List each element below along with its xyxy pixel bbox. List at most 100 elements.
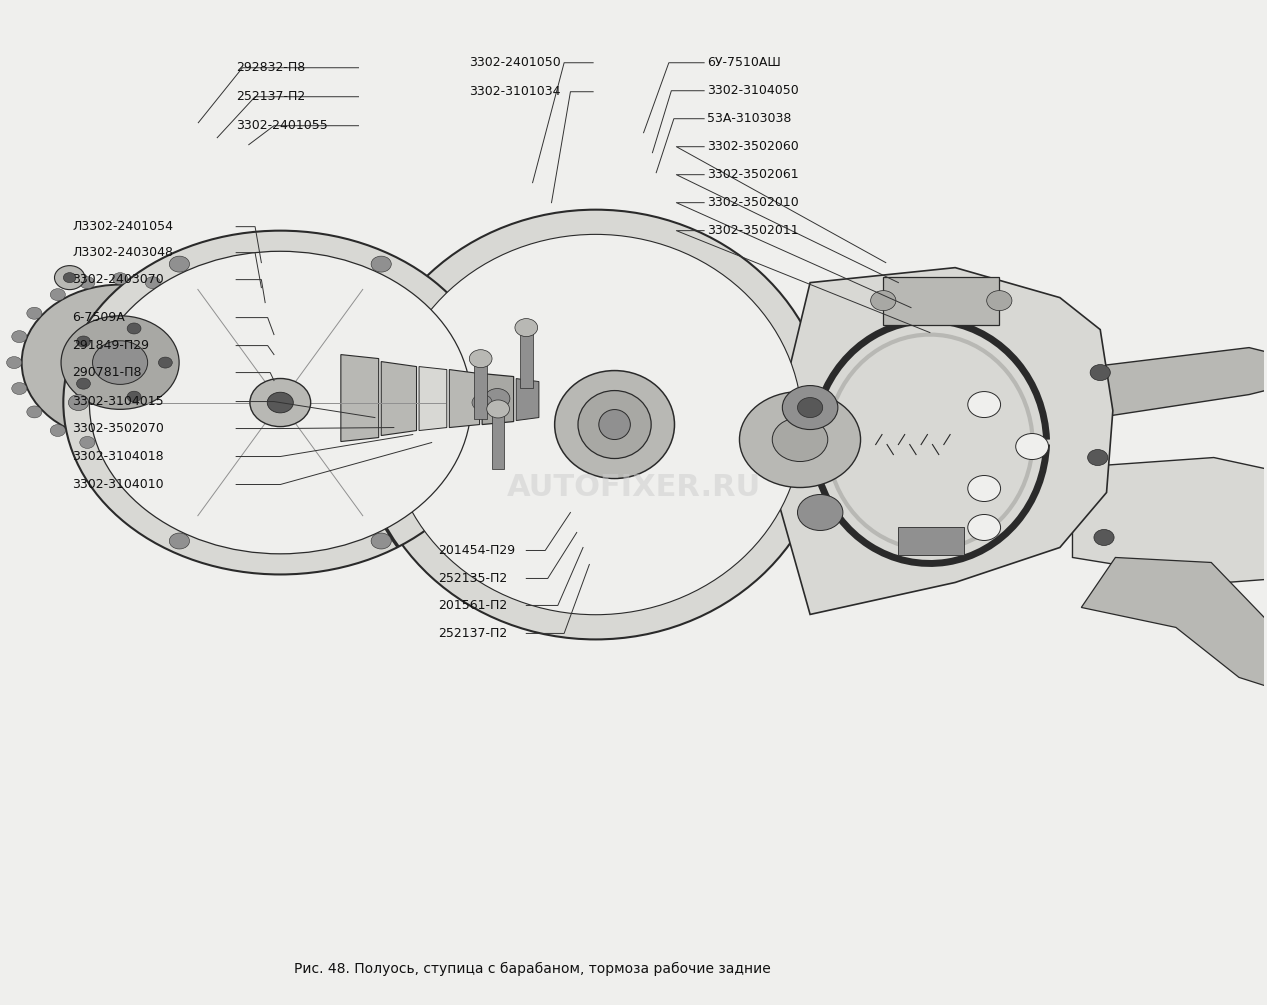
Text: 201454-П29: 201454-П29 <box>438 544 516 557</box>
Circle shape <box>90 251 471 554</box>
Polygon shape <box>450 370 480 427</box>
Text: 3302-3101034: 3302-3101034 <box>470 85 561 98</box>
Circle shape <box>63 272 76 282</box>
Text: 3302-2401050: 3302-2401050 <box>470 56 561 69</box>
Circle shape <box>987 290 1012 311</box>
Circle shape <box>127 391 141 402</box>
Circle shape <box>68 395 89 411</box>
Circle shape <box>175 288 190 300</box>
Circle shape <box>250 379 310 426</box>
Polygon shape <box>519 328 532 388</box>
Text: 3302-3104015: 3302-3104015 <box>72 395 163 408</box>
Circle shape <box>371 256 392 272</box>
Circle shape <box>782 386 837 429</box>
Polygon shape <box>419 367 447 430</box>
Circle shape <box>218 357 233 369</box>
Text: 3302-3502010: 3302-3502010 <box>707 196 798 209</box>
Circle shape <box>198 308 213 320</box>
Circle shape <box>371 533 392 549</box>
Text: 291849-П29: 291849-П29 <box>72 339 150 352</box>
Polygon shape <box>1081 558 1267 702</box>
Circle shape <box>27 406 42 418</box>
Circle shape <box>51 288 66 300</box>
Circle shape <box>51 424 66 436</box>
Circle shape <box>127 323 141 334</box>
Circle shape <box>175 424 190 436</box>
Circle shape <box>146 276 161 288</box>
Text: 3302-3104018: 3302-3104018 <box>72 450 163 463</box>
Text: 292832-П8: 292832-П8 <box>236 61 305 74</box>
Circle shape <box>968 475 1001 501</box>
Circle shape <box>1087 449 1107 465</box>
Circle shape <box>6 357 22 369</box>
Circle shape <box>1093 530 1114 546</box>
Circle shape <box>170 533 190 549</box>
Text: 3302-3502060: 3302-3502060 <box>707 141 798 153</box>
Polygon shape <box>516 379 538 420</box>
Polygon shape <box>381 362 417 435</box>
Circle shape <box>213 331 228 343</box>
Text: Л3302-2401054: Л3302-2401054 <box>72 220 174 233</box>
Text: 3302-3502070: 3302-3502070 <box>72 422 163 435</box>
Circle shape <box>797 398 822 417</box>
Circle shape <box>158 357 172 368</box>
Circle shape <box>740 392 860 487</box>
Polygon shape <box>199 386 803 445</box>
Text: 3302-3104050: 3302-3104050 <box>707 84 798 97</box>
Polygon shape <box>492 409 504 469</box>
Text: 201561-П2: 201561-П2 <box>438 599 507 612</box>
Circle shape <box>213 383 228 395</box>
Circle shape <box>80 276 95 288</box>
Circle shape <box>76 336 90 347</box>
Text: 3302-3104010: 3302-3104010 <box>72 478 163 491</box>
Circle shape <box>80 436 95 448</box>
Circle shape <box>968 515 1001 541</box>
Ellipse shape <box>578 391 651 458</box>
Polygon shape <box>1072 457 1267 583</box>
Circle shape <box>170 256 190 272</box>
Text: 6У-7510АШ: 6У-7510АШ <box>707 56 780 69</box>
Text: 252137-П2: 252137-П2 <box>438 627 507 640</box>
Circle shape <box>1090 365 1110 381</box>
Bar <box>883 276 1000 325</box>
Ellipse shape <box>362 210 829 639</box>
Text: 3302-2403070: 3302-2403070 <box>72 273 163 286</box>
Circle shape <box>146 436 161 448</box>
Circle shape <box>773 417 827 461</box>
Ellipse shape <box>599 410 631 439</box>
Text: Рис. 48. Полуось, ступица с барабаном, тормоза рабочие задние: Рис. 48. Полуось, ступица с барабаном, т… <box>294 962 770 976</box>
Circle shape <box>487 400 509 418</box>
Circle shape <box>22 284 218 440</box>
Circle shape <box>797 494 843 531</box>
Circle shape <box>267 392 294 413</box>
Polygon shape <box>341 355 379 441</box>
Text: 3302-3502061: 3302-3502061 <box>707 168 798 181</box>
Text: 290781-П8: 290781-П8 <box>72 366 142 379</box>
Ellipse shape <box>389 234 802 615</box>
Circle shape <box>514 319 537 337</box>
Circle shape <box>76 378 90 389</box>
Circle shape <box>63 231 497 575</box>
Circle shape <box>1016 433 1049 459</box>
Text: Л3302-2403048: Л3302-2403048 <box>72 246 174 259</box>
Circle shape <box>968 392 1001 417</box>
Text: 6-7509А: 6-7509А <box>72 312 125 324</box>
Circle shape <box>113 272 128 284</box>
Polygon shape <box>778 267 1112 614</box>
Circle shape <box>54 265 85 289</box>
Ellipse shape <box>555 371 674 478</box>
Text: 3302-2401055: 3302-2401055 <box>236 120 328 133</box>
Polygon shape <box>483 374 513 424</box>
Bar <box>898 528 964 556</box>
Polygon shape <box>1085 348 1267 419</box>
Circle shape <box>485 389 509 409</box>
Text: 252137-П2: 252137-П2 <box>236 90 305 104</box>
Circle shape <box>198 406 213 418</box>
Circle shape <box>27 308 42 320</box>
Circle shape <box>92 341 148 384</box>
Circle shape <box>113 440 128 452</box>
Circle shape <box>473 395 492 411</box>
Text: 3302-3502011: 3302-3502011 <box>707 224 798 237</box>
Polygon shape <box>474 359 487 419</box>
Circle shape <box>469 350 492 368</box>
